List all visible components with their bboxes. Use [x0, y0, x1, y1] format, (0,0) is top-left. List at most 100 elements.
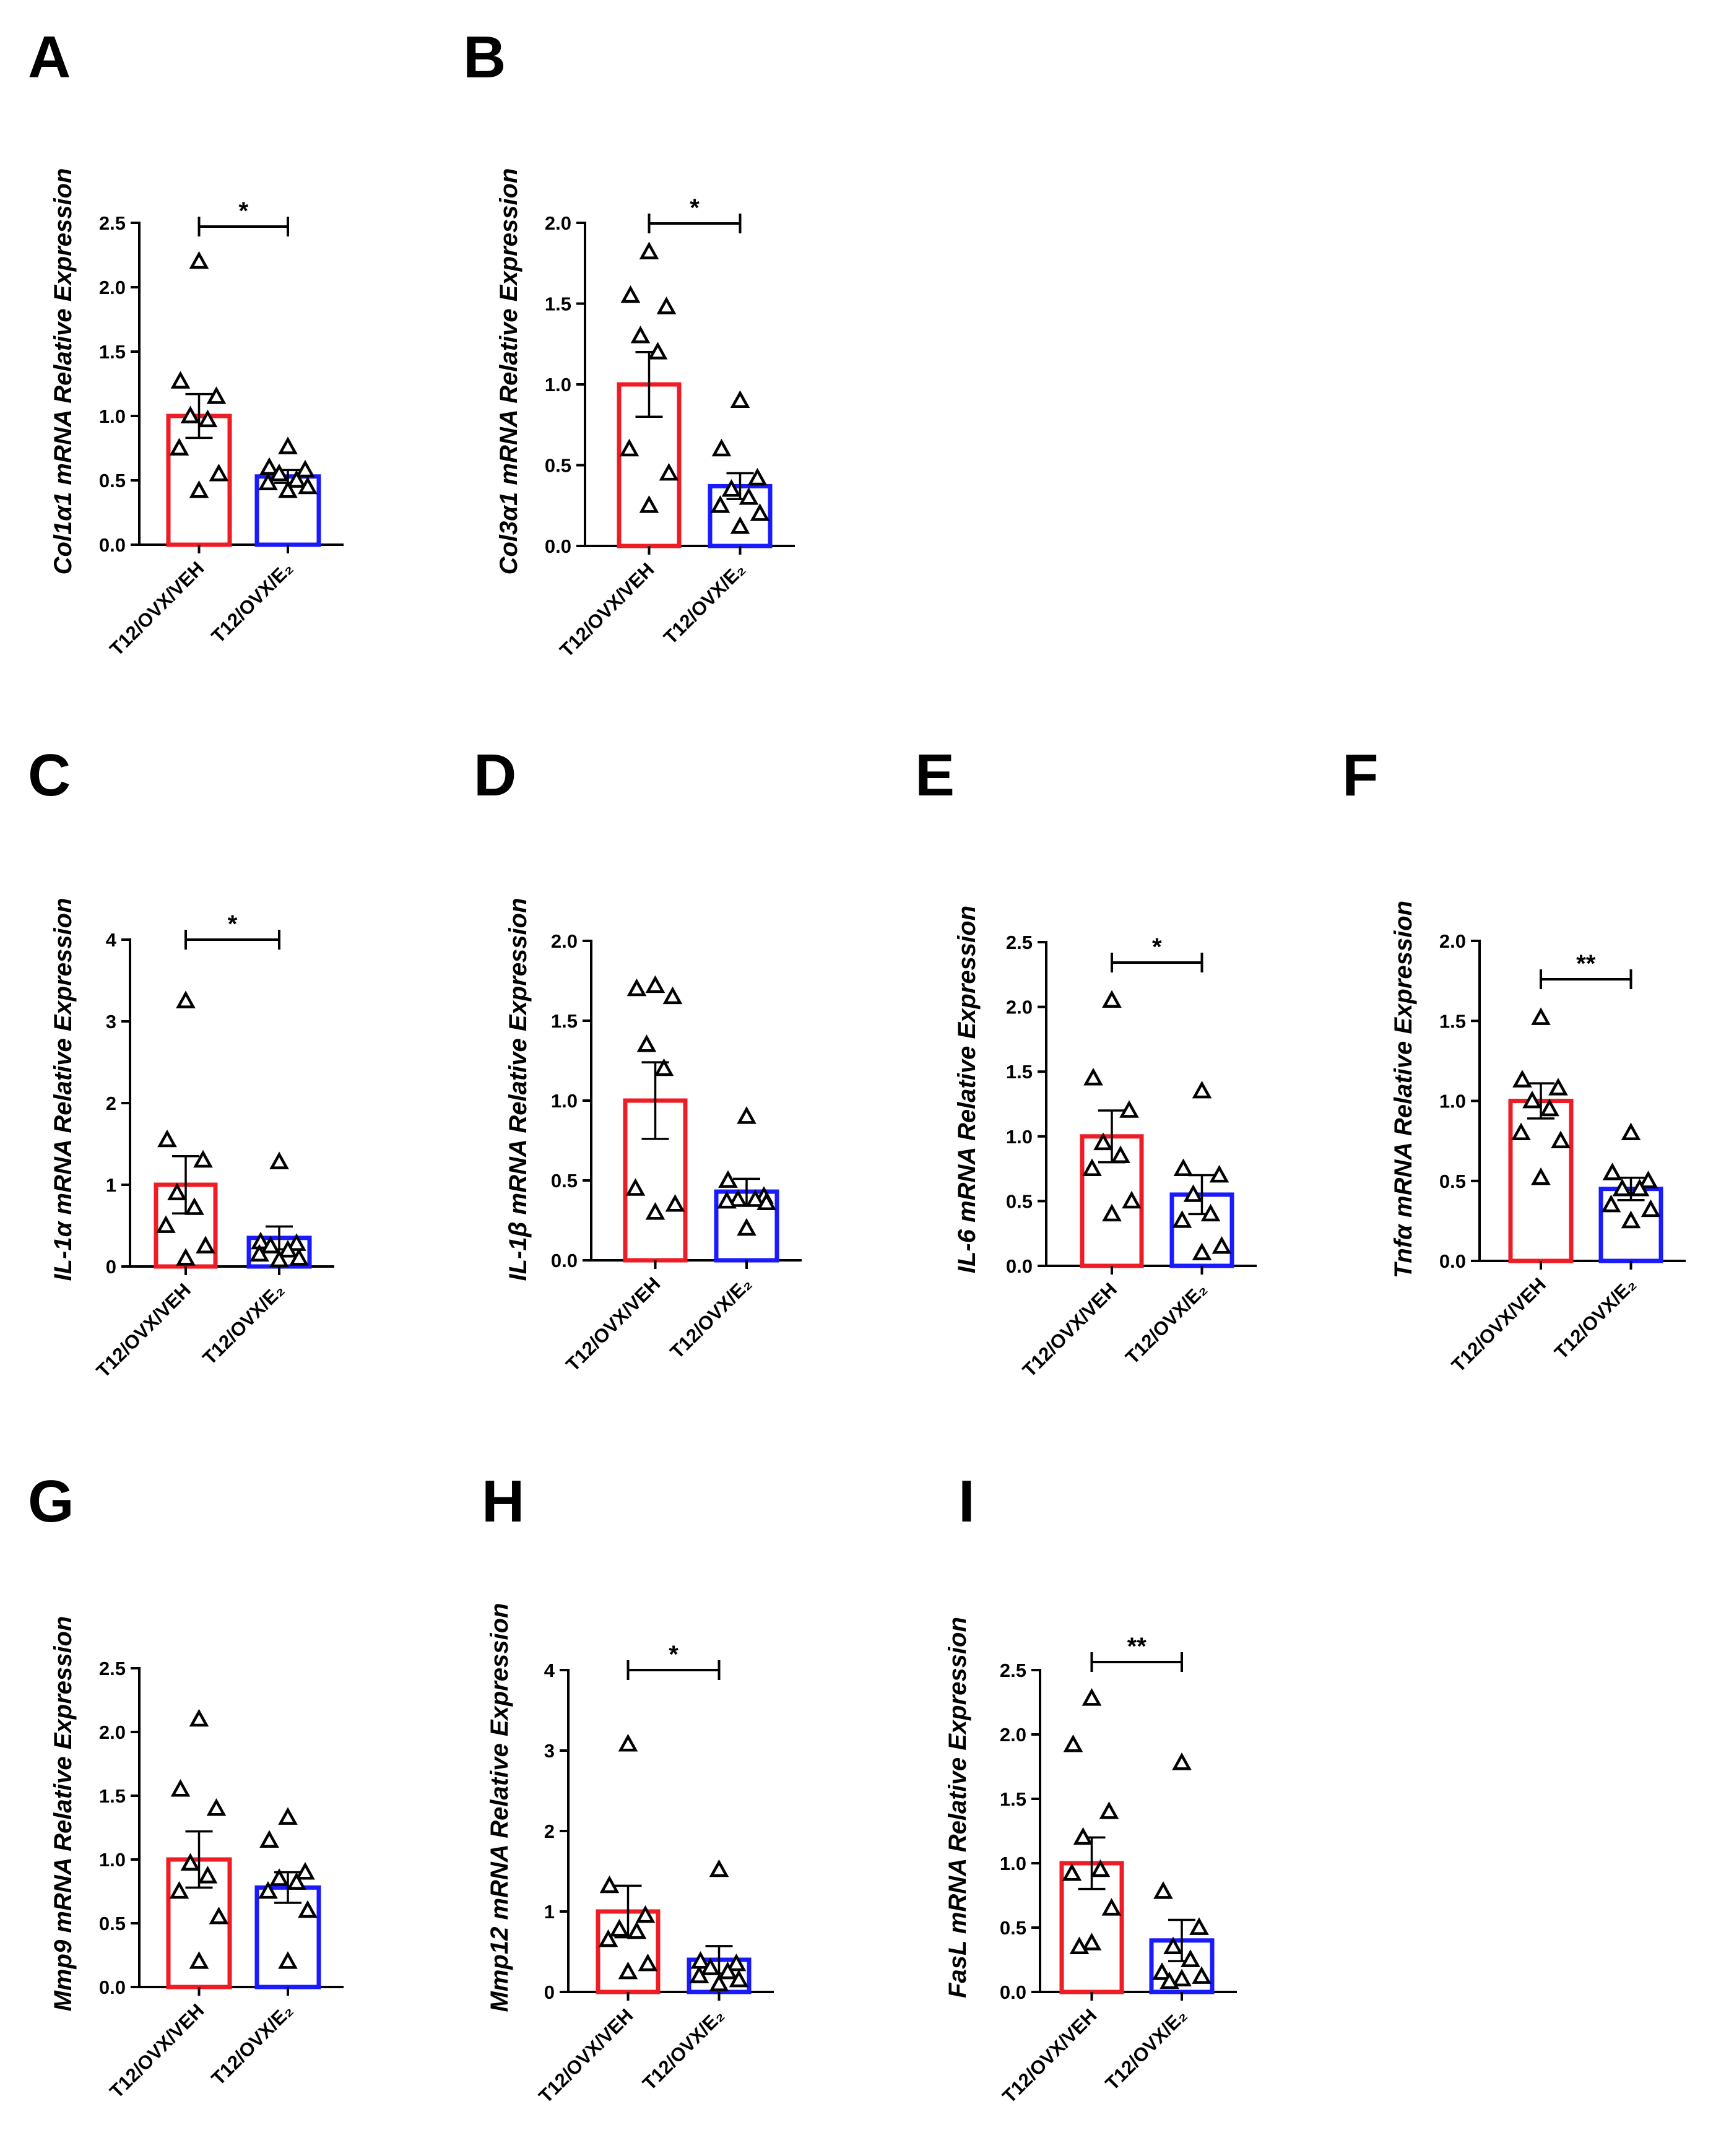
y-tick-label: 3	[106, 1011, 116, 1033]
data-point	[176, 1248, 196, 1266]
x-category-label: T12/OVX/E₂	[1121, 1278, 1211, 1368]
y-tick-label: 2.5	[1006, 932, 1033, 953]
y-axis-title: FasL mRNA Relative Expression	[944, 1617, 971, 1998]
data-point	[598, 1929, 618, 1947]
data-point	[298, 1900, 318, 1918]
data-point	[1638, 1171, 1658, 1188]
significance-label: *	[690, 194, 700, 222]
data-point	[278, 480, 298, 498]
data-point	[1082, 1158, 1102, 1176]
data-point	[599, 1875, 620, 1894]
data-point	[170, 371, 191, 389]
data-point	[710, 495, 730, 513]
data-point	[258, 472, 278, 491]
data-point	[261, 1236, 280, 1253]
data-point	[639, 241, 659, 259]
y-tick-label: 0.5	[1000, 1917, 1026, 1939]
y-axis-title: Col1α1 mRNA Relative Expression	[50, 168, 77, 575]
data-point	[259, 1830, 279, 1848]
data-point	[157, 1129, 177, 1148]
y-tick-label: 2	[106, 1093, 116, 1114]
x-category-label: T12/OVX/E₂	[207, 557, 297, 647]
data-point	[258, 1881, 278, 1899]
y-tick-label: 1.0	[99, 405, 126, 427]
data-point	[1173, 1158, 1194, 1176]
data-point	[645, 1201, 665, 1220]
panel-h: H Mmp12 mRNA Relative Expression 0 1 2 3 4 T12/…	[482, 1468, 774, 2107]
data-point	[636, 1034, 657, 1052]
data-point	[1093, 1132, 1113, 1151]
y-tick-label: 0.5	[545, 455, 571, 477]
panel-letter: G	[28, 1468, 74, 1535]
data-point	[169, 438, 189, 456]
data-point	[648, 342, 668, 360]
x-category-label: T12/OVX/VEH	[92, 1279, 195, 1382]
data-point	[1192, 1080, 1212, 1099]
data-point	[659, 462, 679, 481]
y-axis-title: Mmp9 mRNA Relative Expression	[50, 1616, 77, 2012]
y-tick-label: 2.0	[1006, 997, 1033, 1018]
x-category-label: T12/OVX/VEH	[555, 558, 658, 661]
x-category-label: T12/OVX/VEH	[561, 1273, 664, 1375]
y-tick-label: 1.0	[1439, 1091, 1466, 1112]
y-tick-label: 0.5	[551, 1170, 578, 1192]
data-point	[1172, 1968, 1192, 1987]
data-point	[619, 438, 639, 457]
y-tick-label: 0	[106, 1256, 116, 1278]
data-point	[170, 1779, 191, 1797]
data-point	[1160, 1971, 1179, 1989]
y-tick-label: 3	[544, 1740, 555, 1762]
data-point	[295, 459, 315, 478]
x-category-label: T12/OVX/VEH	[105, 557, 208, 660]
data-point	[1111, 1145, 1130, 1164]
data-point	[1082, 1688, 1102, 1706]
y-tick-label: 1.0	[545, 374, 571, 396]
data-point	[609, 1918, 630, 1937]
data-point	[750, 503, 770, 521]
panel-f: F Tnfα mRNA Relative Expression 0.0 0.5 1.0 1…	[1342, 742, 1686, 1376]
y-axis-title: Col3α1 mRNA Relative Expression	[495, 168, 522, 575]
data-point	[1212, 1236, 1232, 1254]
data-point	[618, 1733, 638, 1752]
data-point	[630, 326, 651, 344]
y-tick-label: 1.5	[1006, 1061, 1033, 1083]
data-point	[295, 1861, 315, 1880]
data-point	[730, 516, 750, 534]
data-point	[176, 990, 196, 1008]
data-point	[180, 1853, 201, 1871]
data-point	[1062, 1863, 1082, 1881]
data-point	[189, 251, 209, 269]
significance-label: *	[238, 197, 248, 225]
data-point	[729, 1969, 749, 1988]
x-category-label: T12/OVX/E₂	[666, 1273, 756, 1362]
data-point	[662, 986, 683, 1005]
y-tick-label: 1.0	[1000, 1853, 1026, 1874]
data-point	[156, 1215, 176, 1233]
panel-a: A Col1α1 mRNA Relative Expression 0.0 0.5 1.…	[28, 24, 344, 660]
panel-letter: F	[1342, 742, 1379, 808]
data-point	[689, 1965, 709, 1983]
y-tick-label: 0.0	[1000, 1981, 1026, 2003]
y-tick-label: 0.5	[99, 470, 126, 491]
data-point	[1099, 1801, 1119, 1819]
data-point	[1200, 1203, 1221, 1222]
panel-letter: C	[28, 742, 71, 808]
y-tick-label: 4	[106, 929, 117, 951]
data-point	[728, 1189, 748, 1207]
significance-label: **	[1576, 950, 1596, 977]
data-point	[269, 1151, 289, 1169]
y-tick-label: 1	[544, 1901, 555, 1923]
data-point	[1531, 1167, 1551, 1185]
y-tick-label: 2.0	[99, 277, 126, 298]
panel-letter: I	[958, 1468, 975, 1535]
data-point	[1172, 1752, 1192, 1770]
data-point	[209, 463, 229, 482]
y-tick-label: 0.0	[1439, 1250, 1466, 1272]
data-point	[711, 438, 732, 457]
data-point	[189, 1951, 209, 1969]
data-point	[1172, 1210, 1192, 1228]
data-point	[1102, 990, 1122, 1008]
data-point	[745, 1189, 765, 1207]
significance-label: *	[669, 1641, 678, 1668]
data-point	[626, 978, 647, 997]
